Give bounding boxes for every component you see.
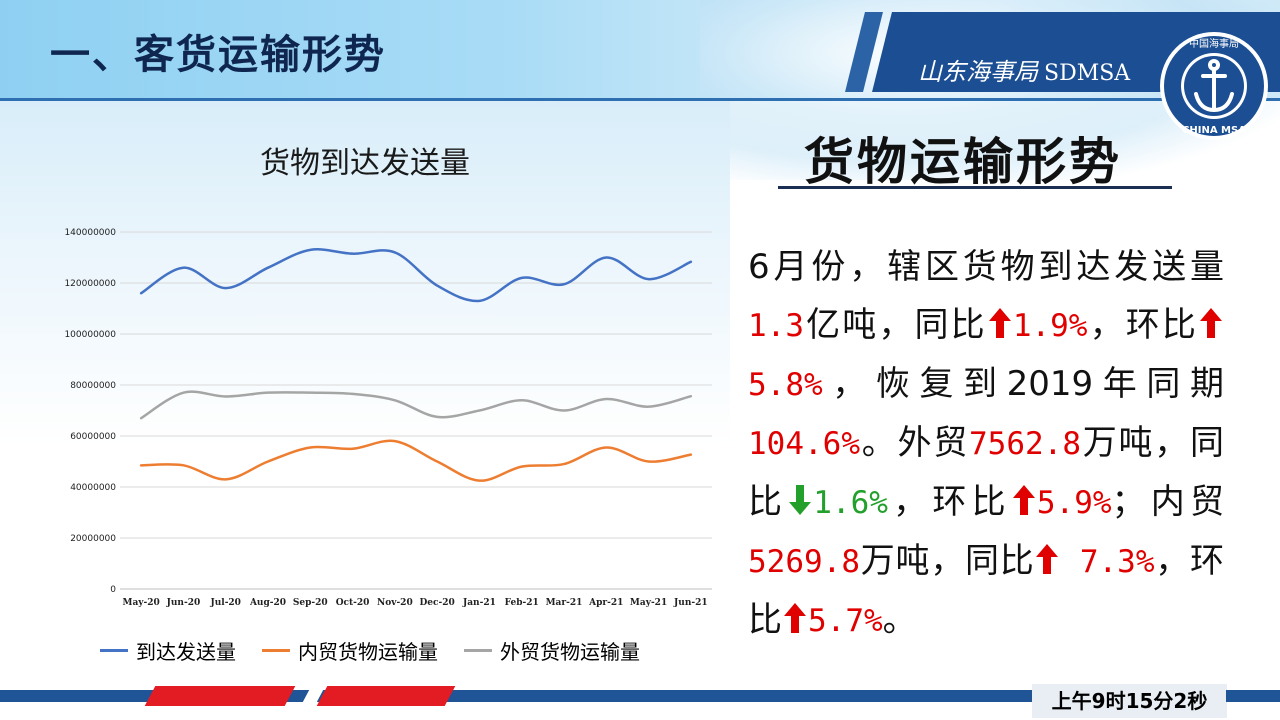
- y-tick-label: 0: [110, 585, 116, 595]
- x-tick-label: Sep-20: [293, 598, 328, 608]
- legend-label: 到达发送量: [136, 640, 236, 664]
- chart-panel: [0, 101, 730, 676]
- text-part: ，环比: [1087, 305, 1199, 345]
- x-tick-label: Feb-21: [505, 598, 539, 608]
- y-tick-label: 20000000: [70, 534, 116, 544]
- section-title: 货物运输形势: [804, 133, 1122, 191]
- text-part: 万吨，同比: [748, 423, 1224, 522]
- timestamp: 上午9时15分2秒: [1032, 684, 1227, 718]
- text-part: ，环比: [748, 541, 1225, 640]
- arrow-up-icon: [1036, 544, 1059, 574]
- value-recovery: 104.6%: [748, 426, 860, 462]
- x-tick-label: Jan-21: [462, 598, 496, 608]
- text-part: 。: [882, 600, 917, 640]
- legend-swatch: [464, 649, 492, 652]
- footer-bar-tail: [1226, 690, 1280, 702]
- text-part: ；内贸: [1111, 482, 1225, 522]
- x-tick-label: Dec-20: [420, 598, 455, 608]
- value-domestic-trade: 5269.8: [748, 544, 860, 580]
- line-chart: 0 20000000 40000000 60000000 80000000 1000000…: [64, 228, 712, 608]
- series-line-3: [139, 390, 693, 420]
- arrow-up-icon: [784, 603, 806, 633]
- section-title-underline: [778, 186, 1172, 189]
- value-foreign-mom: 5.9%: [1036, 485, 1112, 521]
- china-msa-logo: 中国海事局 CHINA MSA: [1160, 32, 1268, 140]
- x-tick-label: Apr-21: [588, 598, 623, 608]
- arrow-up-icon: [988, 308, 1011, 338]
- x-tick-label: Aug-20: [249, 598, 286, 608]
- brand-name: 山东海事局 SDMSA: [918, 52, 1130, 87]
- value-total-yoy: 1.9%: [1012, 308, 1088, 344]
- header-divider: [0, 98, 1280, 101]
- x-tick-label: Jun-21: [673, 598, 708, 608]
- series-line-2: [139, 439, 693, 482]
- chart-legend: 到达发送量 内贸货物运输量 外贸货物运输量: [100, 636, 640, 665]
- y-tick-label: 60000000: [70, 432, 116, 442]
- legend-item: 到达发送量: [100, 636, 236, 665]
- footer-red-stripe: [316, 686, 456, 706]
- x-tick-label: Jul-20: [209, 598, 240, 608]
- y-tick-label: 100000000: [64, 330, 116, 340]
- arrow-down-icon: [789, 485, 812, 515]
- brand-name-cn: 山东海事局: [918, 58, 1038, 86]
- legend-swatch: [100, 649, 128, 652]
- value-foreign-trade: 7562.8: [969, 426, 1081, 462]
- legend-label: 外贸货物运输量: [500, 640, 640, 664]
- value-domestic-yoy: 7.3%: [1060, 544, 1155, 580]
- x-tick-label: May-20: [122, 598, 159, 608]
- y-tick-label: 40000000: [70, 483, 116, 493]
- text-part: 万吨，同比: [859, 541, 1035, 581]
- arrow-up-icon: [1012, 485, 1035, 515]
- x-tick-label: Nov-20: [377, 598, 413, 608]
- x-tick-label: Mar-21: [546, 598, 583, 608]
- summary-paragraph: 6月份，辖区货物到达发送量1.3亿吨，同比 1.9%，环比5.8%，恢复到2019…: [748, 238, 1224, 650]
- legend-item: 内贸货物运输量: [262, 636, 438, 665]
- anchor-icon: [1194, 59, 1234, 113]
- logo-bottom-text: CHINA MSA: [1182, 125, 1246, 136]
- text-part: 。外贸: [859, 423, 969, 463]
- series-line-1: [139, 248, 693, 303]
- legend-label: 内贸货物运输量: [298, 640, 438, 664]
- x-tick-label: Oct-20: [336, 598, 370, 608]
- text-part: 亿吨，同比: [804, 305, 987, 345]
- legend-item: 外贸货物运输量: [464, 636, 640, 665]
- chart-title: 货物到达发送量: [260, 146, 470, 181]
- y-tick-label: 120000000: [64, 279, 116, 289]
- text-part: ，恢复到2019年同期: [822, 364, 1224, 404]
- value-total-volume: 1.3: [748, 308, 804, 344]
- page-title: 一、客货运输形势: [50, 32, 386, 78]
- x-tick-label: Jun-20: [166, 598, 201, 608]
- brand-name-en: SDMSA: [1044, 61, 1131, 86]
- footer-red-stripe: [144, 686, 296, 706]
- legend-swatch: [262, 649, 290, 652]
- value-foreign-yoy: 1.6%: [813, 485, 888, 521]
- text-part: 6月份，辖区货物到达发送量: [748, 247, 1224, 287]
- value-domestic-mom: 5.7%: [808, 603, 883, 639]
- text-part: ，环比: [887, 482, 1011, 522]
- y-tick-label: 80000000: [70, 381, 116, 391]
- y-tick-label: 140000000: [64, 228, 116, 238]
- x-tick-label: May-21: [630, 598, 667, 608]
- value-total-mom: 5.8%: [748, 367, 823, 403]
- logo-top-text: 中国海事局: [1189, 37, 1239, 50]
- arrow-up-icon: [1200, 308, 1223, 338]
